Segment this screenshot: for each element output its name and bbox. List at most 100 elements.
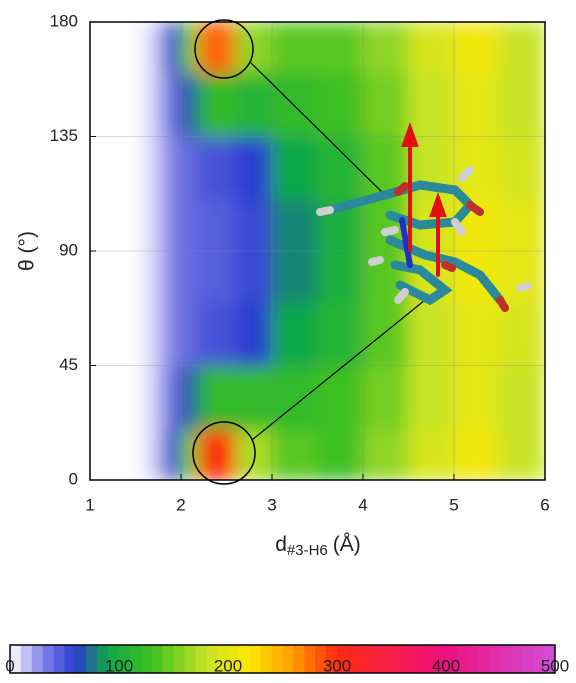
- heat-cell: [162, 136, 181, 201]
- x-axis-label-unit: (Å): [333, 533, 361, 556]
- heat-cell: [499, 136, 546, 201]
- heat-cell: [499, 22, 546, 74]
- heat-cell: [162, 429, 181, 481]
- colorbar-cell: [392, 645, 403, 673]
- heat-cell: [272, 22, 319, 74]
- colorbar-cell: [511, 645, 522, 673]
- colorbar-cell: [413, 645, 424, 673]
- x-tick-label: 4: [358, 495, 367, 514]
- colorbar-cell: [304, 645, 315, 673]
- colorbar-tick-label: 100: [105, 656, 133, 675]
- colorbar-tick-label: 0: [5, 656, 14, 675]
- y-tick-label: 45: [59, 355, 78, 374]
- colorbar-cell: [468, 645, 479, 673]
- heat-cell: [408, 429, 455, 481]
- colorbar-cell: [370, 645, 381, 673]
- heat-cell: [181, 136, 200, 201]
- x-tick-label: 1: [85, 495, 94, 514]
- colorbar-cell: [501, 645, 512, 673]
- heat-cell: [199, 429, 236, 481]
- y-tick-label: 135: [50, 126, 78, 145]
- heat-cell: [199, 301, 236, 366]
- colorbar-cell: [283, 645, 294, 673]
- heat-cell: [272, 301, 319, 366]
- x-axis-label-main: d: [275, 533, 287, 556]
- y-tick-label: 180: [50, 11, 78, 30]
- x-tick-label: 6: [540, 495, 549, 514]
- heat-cell: [144, 72, 163, 137]
- colorbar-cell: [272, 645, 283, 673]
- colorbar-cell: [65, 645, 76, 673]
- heat-cell: [235, 72, 272, 137]
- heat-cell: [363, 365, 410, 430]
- y-tick-label: 90: [59, 240, 78, 259]
- heat-cell: [363, 429, 410, 481]
- heat-cell: [181, 22, 200, 74]
- colorbar-cell: [359, 645, 370, 673]
- heat-cell: [454, 429, 501, 481]
- colorbar-cell: [479, 645, 490, 673]
- heat-cell: [317, 301, 364, 366]
- heat-cell: [181, 72, 200, 137]
- heat-cell: [363, 72, 410, 137]
- heat-cell: [199, 22, 236, 74]
- x-axis-label-subscript: #3-H6: [287, 542, 328, 559]
- heat-cell: [454, 72, 501, 137]
- heat-cell: [144, 365, 163, 430]
- heat-cell: [235, 429, 272, 481]
- heat-cell: [408, 301, 455, 366]
- colorbar-cell: [250, 645, 261, 673]
- x-tick-label: 3: [267, 495, 276, 514]
- heat-cell: [317, 136, 364, 201]
- chart: 12345604590135180 θ (°) d#3-H6(Å) 010020…: [0, 0, 576, 678]
- heat-cell: [499, 429, 546, 481]
- heat-cell: [144, 301, 163, 366]
- heat-cell: [162, 22, 181, 74]
- heat-cell: [272, 72, 319, 137]
- colorbar-cell: [522, 645, 533, 673]
- x-axis-label: d#3-H6 (Å): [275, 533, 361, 559]
- heat-cell: [272, 136, 319, 201]
- colorbar-cell: [490, 645, 501, 673]
- heat-cell: [144, 429, 163, 481]
- heat-cell: [235, 136, 272, 201]
- colorbar-cell: [54, 645, 65, 673]
- y-axis-label: θ (°): [16, 231, 39, 271]
- colorbar-tick-label: 200: [214, 656, 242, 675]
- colorbar-cell: [43, 645, 54, 673]
- colorbar-cell: [86, 645, 97, 673]
- colorbar-cell: [261, 645, 272, 673]
- heat-cell: [199, 365, 236, 430]
- heat-cell: [144, 136, 163, 201]
- colorbar-tick-label: 300: [323, 656, 351, 675]
- colorbar-cell: [174, 645, 185, 673]
- colorbar-tick-label: 500: [541, 656, 569, 675]
- heat-cell: [408, 22, 455, 74]
- heat-cell: [317, 72, 364, 137]
- x-tick-label: 5: [449, 495, 458, 514]
- heat-cell: [499, 72, 546, 137]
- heat-cell: [181, 429, 200, 481]
- heat-cell: [235, 301, 272, 366]
- colorbar-cell: [184, 645, 195, 673]
- heat-cell: [162, 365, 181, 430]
- colorbar-cell: [75, 645, 86, 673]
- heat-cell: [272, 429, 319, 481]
- heat-cell: [454, 22, 501, 74]
- heat-cell: [162, 72, 181, 137]
- heat-cell: [317, 429, 364, 481]
- colorbar-cell: [152, 645, 163, 673]
- colorbar-tick-label: 400: [432, 656, 460, 675]
- colorbar-cell: [293, 645, 304, 673]
- heat-cell: [181, 301, 200, 366]
- heat-cell: [272, 365, 319, 430]
- heat-cell: [181, 365, 200, 430]
- heat-cell: [454, 301, 501, 366]
- y-tick-label: 0: [69, 469, 78, 488]
- heat-cell: [363, 22, 410, 74]
- heat-cell: [408, 365, 455, 430]
- heat-cell: [162, 301, 181, 366]
- heat-cell: [363, 301, 410, 366]
- colorbar-cell: [381, 645, 392, 673]
- heat-cell: [408, 72, 455, 137]
